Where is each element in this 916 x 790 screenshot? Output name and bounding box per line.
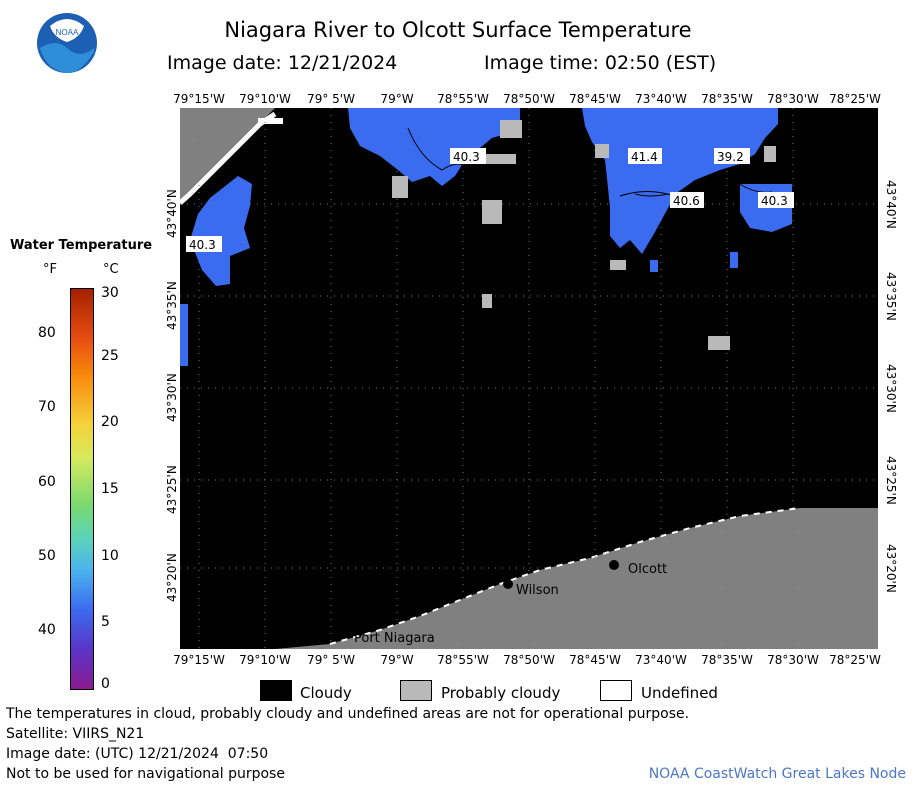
lat-label-right: 43°20'N — [884, 544, 898, 593]
legend-label-probably-cloudy: Probably cloudy — [441, 684, 561, 702]
lon-label-top: 78°30'W — [767, 92, 819, 106]
place-label-wilson: Wilson — [516, 583, 559, 598]
temp-label: 39.2 — [717, 150, 744, 164]
lon-label-top: 79° 5'W — [307, 92, 355, 106]
navigation-warning: Not to be used for navigational purpose — [6, 766, 285, 782]
image-date: Image date: 12/21/2024 — [167, 52, 398, 74]
tick-f: 60 — [38, 474, 56, 490]
legend-label-cloudy: Cloudy — [300, 684, 352, 702]
lon-label-bottom: 78°30'W — [767, 653, 819, 667]
satellite: Satellite: VIIRS_N21 — [6, 726, 145, 742]
temp-label: 40.3 — [189, 238, 216, 252]
lon-label-top: 78°55'W — [437, 92, 489, 106]
tick-f: 70 — [38, 399, 56, 415]
temperature-map: 40.3 41.4 39.2 40.6 40.3 40.3 Olcott Wil… — [178, 108, 878, 649]
tick-c: 5 — [101, 614, 110, 630]
lat-label-right: 43°40'N — [884, 180, 898, 229]
tick-c: 20 — [101, 414, 119, 430]
place-label-port-niagara: Port Niagara — [354, 631, 435, 646]
temp-label: 40.3 — [453, 150, 480, 164]
lon-label-bottom: 78°25'W — [829, 653, 881, 667]
utc-date: Image date: (UTC) 12/21/2024 07:50 — [6, 746, 269, 762]
legend-swatch-undefined — [600, 680, 632, 701]
lon-label-top: 78°25'W — [829, 92, 881, 106]
lon-label-bottom: 73°40'W — [635, 653, 687, 667]
lon-label-bottom: 79°W — [380, 653, 414, 667]
legend-label-undefined: Undefined — [641, 684, 718, 702]
lon-label-bottom: 79°10'W — [239, 653, 291, 667]
undefined-coast-north — [178, 111, 277, 205]
lat-label-left: 43°35'N — [165, 281, 179, 330]
tick-c: 0 — [101, 676, 110, 692]
lat-label-right: 43°25'N — [884, 456, 898, 505]
lon-label-bottom: 78°50'W — [503, 653, 555, 667]
water-temperature-patches — [180, 108, 792, 366]
lon-label-top: 78°50'W — [503, 92, 555, 106]
temp-label: 41.4 — [631, 150, 658, 164]
place-label-olcott: Olcott — [628, 562, 667, 577]
lon-label-top: 79°W — [380, 92, 414, 106]
image-time: Image time: 02:50 (EST) — [484, 52, 717, 74]
legend-title: Water Temperature — [10, 238, 153, 253]
lat-label-left: 43°25'N — [165, 465, 179, 514]
lon-label-top: 78°35'W — [701, 92, 753, 106]
tick-f: 50 — [38, 548, 56, 564]
lat-label-left: 43°40'N — [165, 189, 179, 238]
lat-label-right: 43°35'N — [884, 272, 898, 321]
tick-c: 10 — [101, 548, 119, 564]
unit-fahrenheit: °F — [43, 262, 57, 277]
tick-c: 30 — [101, 285, 119, 301]
lon-label-top: 79°10'W — [239, 92, 291, 106]
disclaimer: The temperatures in cloud, probably clou… — [6, 706, 690, 722]
temp-label: 40.6 — [673, 194, 700, 208]
probably-cloudy-patches — [392, 120, 776, 350]
lon-label-bottom: 78°55'W — [437, 653, 489, 667]
legend-swatch-probably-cloudy — [400, 680, 432, 701]
noaa-logo: NOAA — [36, 12, 98, 74]
olcott-marker — [609, 560, 619, 570]
lon-label-top: 73°40'W — [635, 92, 687, 106]
lon-label-bottom: 79° 5'W — [307, 653, 355, 667]
lat-label-left: 43°30'N — [165, 373, 179, 422]
lon-label-top: 78°45'W — [569, 92, 621, 106]
lat-label-left: 43°20'N — [165, 553, 179, 602]
tick-c: 25 — [101, 348, 119, 364]
page-title: Niagara River to Olcott Surface Temperat… — [224, 18, 692, 42]
lat-label-right: 43°30'N — [884, 364, 898, 413]
temp-label: 40.3 — [761, 194, 788, 208]
logo-text: NOAA — [56, 28, 79, 37]
tick-f: 40 — [38, 622, 56, 638]
lon-label-bottom: 79°15'W — [173, 653, 225, 667]
wilson-marker — [503, 579, 513, 589]
tick-c: 15 — [101, 481, 119, 497]
lon-label-bottom: 78°45'W — [569, 653, 621, 667]
lon-label-top: 79°15'W — [173, 92, 225, 106]
temperature-color-bar — [70, 288, 94, 690]
temperature-label-group: 40.3 41.4 39.2 40.6 40.3 40.3 — [186, 148, 794, 252]
lon-label-bottom: 78°35'W — [701, 653, 753, 667]
legend-swatch-cloudy — [260, 680, 292, 701]
tick-f: 80 — [38, 325, 56, 341]
unit-celsius: °C — [103, 262, 119, 277]
source-credit: NOAA CoastWatch Great Lakes Node — [648, 766, 906, 782]
